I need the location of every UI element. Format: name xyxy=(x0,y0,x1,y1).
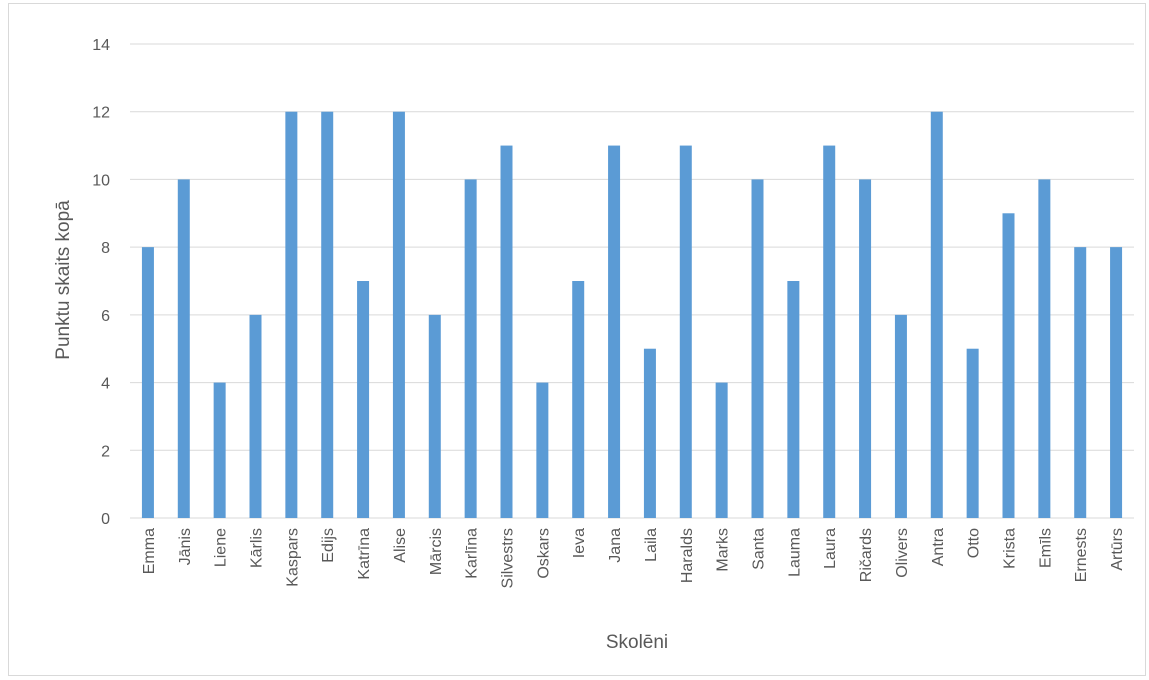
x-tick-label: Otto xyxy=(966,528,983,558)
x-tick-label: Artūrs xyxy=(1109,528,1126,571)
bar-11 xyxy=(536,382,549,518)
y-tick-label: 0 xyxy=(101,511,110,528)
x-axis-title: Skolēni xyxy=(606,632,668,653)
bar-5 xyxy=(321,111,334,518)
bar-9 xyxy=(464,179,477,518)
bar-18 xyxy=(787,281,800,518)
x-tick-label: Santa xyxy=(751,528,768,570)
y-tick-label: 14 xyxy=(92,37,110,54)
bar-8 xyxy=(428,314,441,518)
bar-25 xyxy=(1038,179,1051,518)
bar-7 xyxy=(392,111,405,518)
x-tick-label: Marks xyxy=(715,528,732,572)
bar-24 xyxy=(1002,213,1015,519)
x-tick-label: Laila xyxy=(643,528,660,562)
x-tick-label: Ričards xyxy=(858,528,875,582)
x-tick-label: Mārcis xyxy=(428,528,445,575)
x-tick-label: Emma xyxy=(141,528,158,574)
x-tick-label: Alise xyxy=(392,528,409,563)
y-tick-label: 10 xyxy=(92,172,110,189)
bar-2 xyxy=(213,382,226,518)
x-tick-label: Edijs xyxy=(320,528,337,563)
bar-4 xyxy=(285,111,298,518)
x-tick-label: Olivers xyxy=(894,528,911,578)
y-tick-label: 6 xyxy=(101,308,110,325)
x-tick-label: Jānis xyxy=(177,528,194,565)
x-tick-label: Kaspars xyxy=(284,528,301,587)
bar-16 xyxy=(715,382,728,518)
bar-20 xyxy=(859,179,872,518)
y-tick-label: 8 xyxy=(101,240,110,257)
bars xyxy=(141,111,1123,519)
x-tick-label: Ieva xyxy=(571,528,588,558)
x-tick-label: Lauma xyxy=(786,528,803,577)
x-tick-label: Laura xyxy=(822,528,839,569)
x-tick-label: Ernests xyxy=(1073,528,1090,582)
y-axis-title: Punktu skaits kopā xyxy=(53,200,74,360)
bar-26 xyxy=(1074,247,1087,518)
bar-21 xyxy=(894,314,907,518)
bar-19 xyxy=(823,145,836,519)
y-tick-label: 12 xyxy=(92,105,110,122)
x-tick-label: Jana xyxy=(607,528,624,563)
bar-27 xyxy=(1110,247,1123,518)
bar-1 xyxy=(177,179,190,518)
bar-13 xyxy=(608,145,621,519)
bar-12 xyxy=(572,281,585,518)
x-tick-label: Liene xyxy=(213,528,230,567)
x-tick-label: Krista xyxy=(1002,528,1019,569)
x-tick-label: Kārlis xyxy=(249,528,266,568)
x-axis-ticks: Emma Jānis Liene Kārlis Kaspars Edijs Katrīna A… xyxy=(141,528,1126,589)
x-tick-label: Silvestrs xyxy=(500,528,517,588)
y-tick-label: 2 xyxy=(101,443,110,460)
bar-3 xyxy=(249,314,262,518)
x-tick-label: Karlīna xyxy=(464,528,481,579)
x-tick-label: Antra xyxy=(930,528,947,566)
y-axis-ticks: 0 2 4 6 8 10 12 14 xyxy=(92,37,110,528)
bar-22 xyxy=(930,111,943,518)
gridlines xyxy=(130,43,1134,519)
x-tick-label: Oskars xyxy=(535,528,552,579)
bar-14 xyxy=(643,348,656,518)
x-tick-label: Haralds xyxy=(679,528,696,583)
y-tick-label: 4 xyxy=(101,376,110,393)
x-tick-label: Emīls xyxy=(1037,528,1054,568)
bar-0 xyxy=(141,247,154,518)
bar-6 xyxy=(357,281,370,518)
x-tick-label: Katrīna xyxy=(356,528,373,580)
bar-15 xyxy=(679,145,692,519)
bar-23 xyxy=(966,348,979,518)
bar-17 xyxy=(751,179,764,518)
bar-10 xyxy=(500,145,513,519)
